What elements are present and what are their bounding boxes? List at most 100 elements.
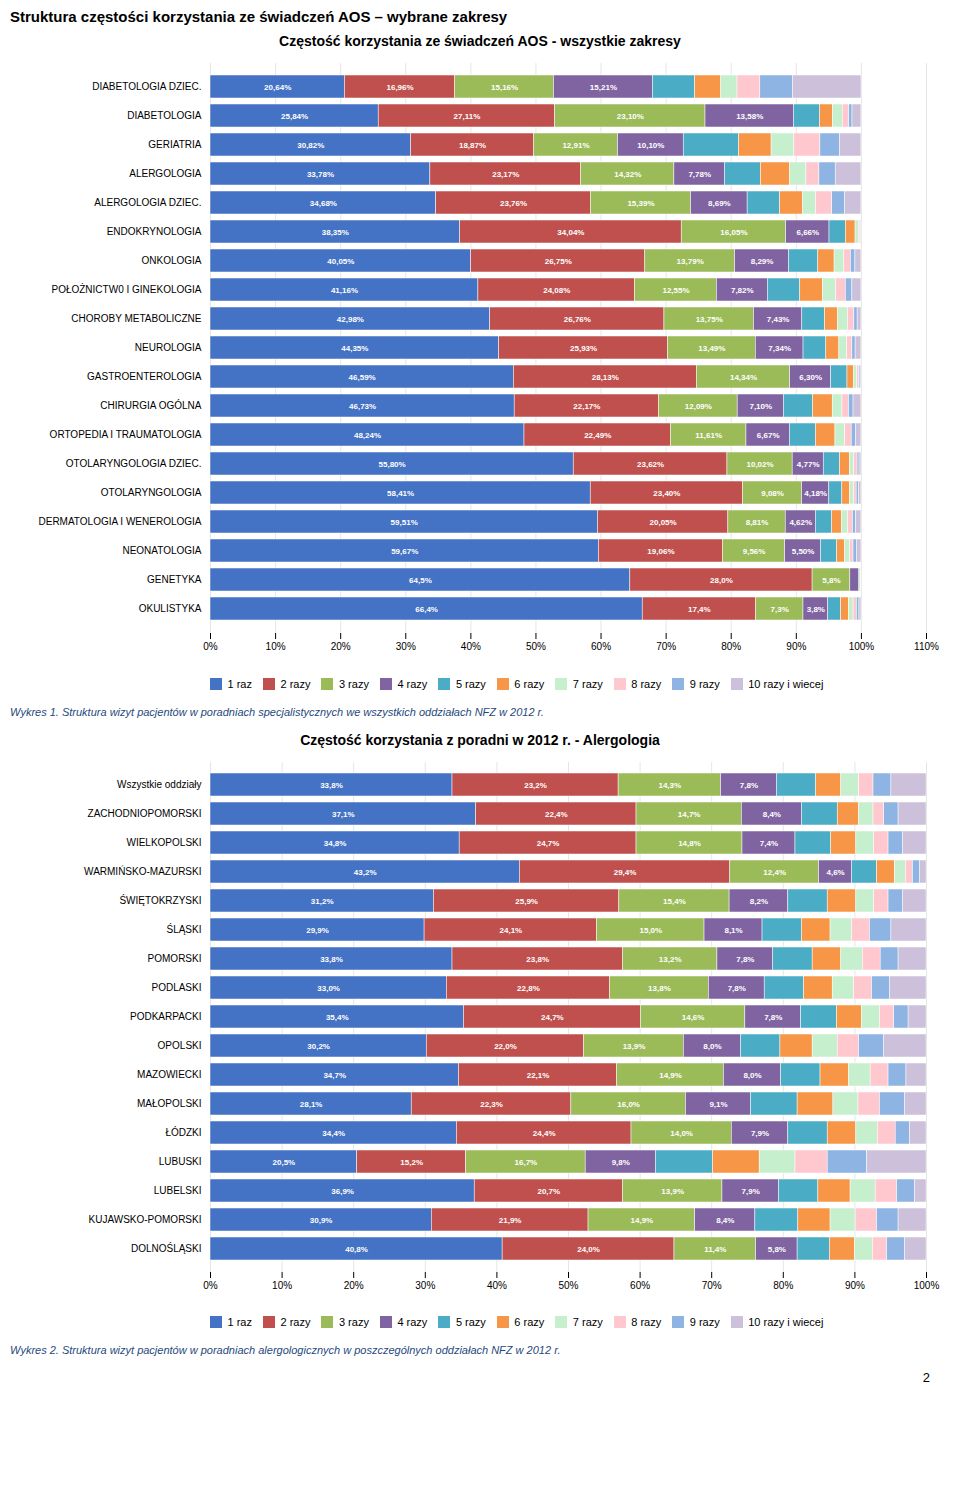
svg-text:10,02%: 10,02% [746,460,773,469]
svg-text:7,8%: 7,8% [736,954,754,963]
svg-text:POŁOŻNICTW0 I GINEKOLOGIA: POŁOŻNICTW0 I GINEKOLOGIA [51,283,201,295]
svg-text:14,9%: 14,9% [631,1215,654,1224]
svg-text:GENETYKA: GENETYKA [147,574,202,585]
svg-text:60%: 60% [630,1279,650,1290]
svg-text:14,32%: 14,32% [614,170,641,179]
svg-text:ORTOPEDIA I TRAUMATOLOGIA: ORTOPEDIA I TRAUMATOLOGIA [50,429,202,440]
svg-text:0%: 0% [203,1279,218,1290]
svg-text:7,34%: 7,34% [768,344,791,353]
svg-text:15,16%: 15,16% [491,83,518,92]
svg-text:34,68%: 34,68% [310,199,337,208]
svg-text:24,4%: 24,4% [533,1128,556,1137]
svg-text:22,4%: 22,4% [545,809,568,818]
svg-text:28,13%: 28,13% [592,373,619,382]
svg-text:24,0%: 24,0% [577,1244,600,1253]
svg-text:GASTROENTEROLOGIA: GASTROENTEROLOGIA [87,371,202,382]
svg-text:LUBELSKI: LUBELSKI [154,1185,202,1196]
svg-text:8,4%: 8,4% [763,809,781,818]
svg-text:8,81%: 8,81% [746,518,769,527]
svg-text:7,10%: 7,10% [749,402,772,411]
svg-text:22,8%: 22,8% [517,983,540,992]
svg-text:ENDOKRYNOLOGIA: ENDOKRYNOLOGIA [107,226,202,237]
svg-text:9,56%: 9,56% [743,547,766,556]
svg-text:46,59%: 46,59% [349,373,376,382]
svg-text:14,8%: 14,8% [678,838,701,847]
svg-text:59,51%: 59,51% [391,518,418,527]
svg-text:7,43%: 7,43% [767,315,790,324]
svg-text:40%: 40% [487,1279,507,1290]
svg-text:4,77%: 4,77% [797,460,820,469]
svg-text:29,9%: 29,9% [306,925,329,934]
svg-text:28,1%: 28,1% [300,1099,323,1108]
svg-text:34,8%: 34,8% [324,838,347,847]
svg-text:7,8%: 7,8% [764,1012,782,1021]
svg-text:48,24%: 48,24% [354,431,381,440]
svg-text:70%: 70% [702,1279,722,1290]
svg-text:24,1%: 24,1% [500,925,523,934]
svg-text:33,8%: 33,8% [320,954,343,963]
svg-text:31,2%: 31,2% [311,896,334,905]
svg-text:18,87%: 18,87% [459,141,486,150]
svg-text:37,1%: 37,1% [332,809,355,818]
svg-text:40,8%: 40,8% [345,1244,368,1253]
svg-text:40,05%: 40,05% [327,257,354,266]
svg-text:22,17%: 22,17% [573,402,600,411]
svg-text:29,4%: 29,4% [614,867,637,876]
svg-text:7,9%: 7,9% [751,1128,769,1137]
svg-text:8,29%: 8,29% [751,257,774,266]
svg-text:60%: 60% [591,641,611,652]
svg-text:20,7%: 20,7% [537,1186,560,1195]
svg-text:26,75%: 26,75% [545,257,572,266]
svg-text:DERMATOLOGIA I WENEROLOGIA: DERMATOLOGIA I WENEROLOGIA [39,516,202,527]
svg-text:MAŁOPOLSKI: MAŁOPOLSKI [137,1098,201,1109]
svg-text:14,6%: 14,6% [682,1012,705,1021]
svg-text:DOLNOŚLĄSKI: DOLNOŚLĄSKI [131,1242,202,1254]
svg-text:20,05%: 20,05% [650,518,677,527]
svg-text:23,17%: 23,17% [492,170,519,179]
svg-text:30,9%: 30,9% [310,1215,333,1224]
svg-text:7,82%: 7,82% [731,286,754,295]
svg-text:33,8%: 33,8% [320,780,343,789]
svg-text:NEUROLOGIA: NEUROLOGIA [135,342,202,353]
svg-text:44,35%: 44,35% [341,344,368,353]
svg-text:13,49%: 13,49% [698,344,725,353]
svg-text:13,58%: 13,58% [736,112,763,121]
svg-text:7,4%: 7,4% [760,838,778,847]
svg-text:80%: 80% [773,1279,793,1290]
svg-text:4,6%: 4,6% [826,867,844,876]
svg-text:7,8%: 7,8% [728,983,746,992]
svg-text:13,75%: 13,75% [696,315,723,324]
svg-text:26,76%: 26,76% [564,315,591,324]
svg-text:KUJAWSKO-POMORSKI: KUJAWSKO-POMORSKI [89,1214,202,1225]
svg-text:59,67%: 59,67% [391,547,418,556]
svg-text:55,80%: 55,80% [379,460,406,469]
svg-text:ŁÓDZKI: ŁÓDZKI [165,1126,201,1138]
svg-text:12,09%: 12,09% [685,402,712,411]
svg-text:23,8%: 23,8% [526,954,549,963]
svg-text:OTOLARYNGOLOGIA DZIEC.: OTOLARYNGOLOGIA DZIEC. [66,458,202,469]
svg-text:CHIRURGIA OGÓLNA: CHIRURGIA OGÓLNA [100,399,201,411]
svg-text:23,2%: 23,2% [524,780,547,789]
svg-text:9,08%: 9,08% [761,489,784,498]
svg-text:ONKOLOGIA: ONKOLOGIA [141,255,201,266]
svg-text:90%: 90% [845,1279,865,1290]
svg-text:9,1%: 9,1% [709,1099,727,1108]
svg-text:13,2%: 13,2% [659,954,682,963]
svg-text:15,39%: 15,39% [627,199,654,208]
svg-text:15,2%: 15,2% [400,1157,423,1166]
svg-text:30,2%: 30,2% [307,1041,330,1050]
svg-text:PODKARPACKI: PODKARPACKI [130,1011,202,1022]
svg-text:100%: 100% [914,1279,940,1290]
svg-text:10%: 10% [272,1279,292,1290]
svg-text:POMORSKI: POMORSKI [148,953,202,964]
svg-text:7,9%: 7,9% [742,1186,760,1195]
svg-text:ALERGOLOGIA DZIEC.: ALERGOLOGIA DZIEC. [94,197,201,208]
svg-text:OTOLARYNGOLOGIA: OTOLARYNGOLOGIA [101,487,202,498]
svg-text:6,30%: 6,30% [799,373,822,382]
svg-text:90%: 90% [786,641,806,652]
svg-text:17,4%: 17,4% [688,605,711,614]
svg-text:38,35%: 38,35% [322,228,349,237]
svg-text:24,08%: 24,08% [543,286,570,295]
svg-text:OPOLSKI: OPOLSKI [158,1040,202,1051]
svg-text:8,4%: 8,4% [716,1215,734,1224]
